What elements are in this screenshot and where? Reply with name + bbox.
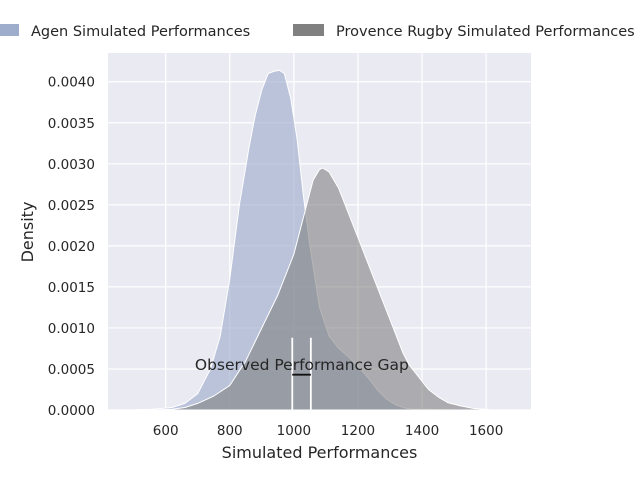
y-tick-label-1: 0.0005: [48, 362, 95, 378]
y-tick-label-2: 0.0010: [48, 321, 95, 337]
legend: Agen Simulated Performances Provence Rug…: [0, 24, 635, 40]
y-tick-label-7: 0.0035: [48, 116, 95, 132]
legend-swatch-agen: [0, 24, 19, 36]
series-layer: [126, 69, 516, 411]
density-area-provence: [126, 167, 516, 411]
x-tick-label-2: 1000: [277, 423, 311, 439]
y-tick-label-4: 0.0020: [48, 239, 95, 255]
legend-label-provence: Provence Rugby Simulated Performances: [336, 24, 635, 40]
y-tick-label-3: 0.0015: [48, 280, 95, 296]
annotation-layer: Observed Performance Gap: [195, 337, 409, 410]
x-tick-label-3: 1200: [341, 423, 375, 439]
legend-label-agen: Agen Simulated Performances: [31, 24, 250, 40]
y-tick-label-8: 0.0040: [48, 75, 95, 91]
x-tick-label-1: 800: [217, 423, 243, 439]
y-tick-labels: 0.0000 0.0005 0.0010 0.0015 0.0020 0.0025 0.00…: [48, 75, 95, 419]
y-tick-label-0: 0.0000: [48, 403, 95, 419]
legend-swatch-provence: [293, 24, 324, 36]
x-tick-labels: 600 800 1000 1200 1400 1600: [153, 423, 504, 439]
x-tick-label-0: 600: [153, 423, 179, 439]
x-tick-label-4: 1400: [405, 423, 439, 439]
y-tick-label-5: 0.0025: [48, 198, 95, 214]
y-tick-label-6: 0.0030: [48, 157, 95, 173]
y-axis-label: Density: [18, 202, 37, 263]
annotation-text: Observed Performance Gap: [195, 356, 409, 374]
x-axis-label: Simulated Performances: [222, 443, 418, 462]
x-tick-label-5: 1600: [469, 423, 503, 439]
